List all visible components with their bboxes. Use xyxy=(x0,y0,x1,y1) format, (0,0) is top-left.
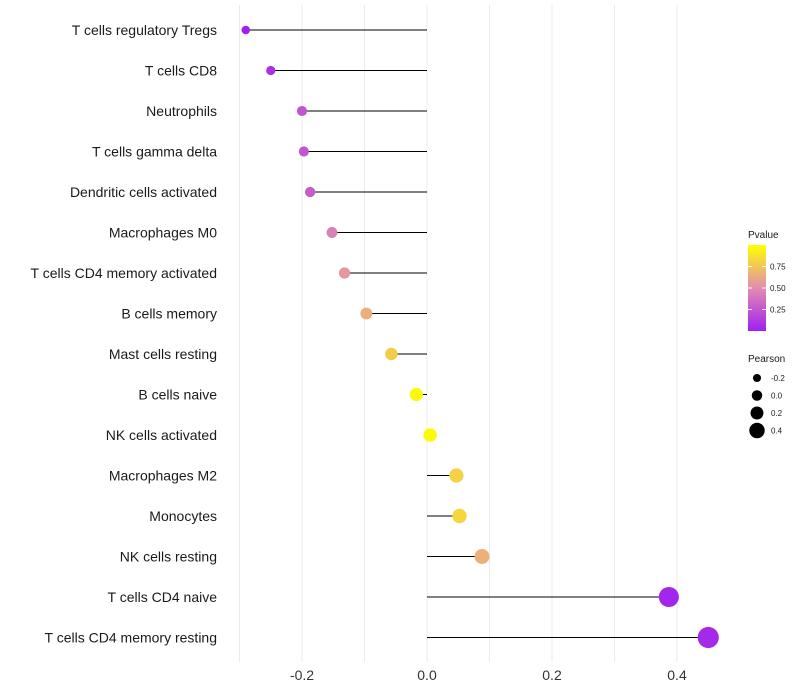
lollipop-point xyxy=(452,508,467,524)
lollipop-point xyxy=(338,267,351,279)
lollipop-point xyxy=(658,586,679,608)
lollipop-point xyxy=(385,347,398,361)
color-legend-title: Pvalue xyxy=(748,230,779,241)
color-legend-ticks: 0.25 0.50 0.75 xyxy=(748,263,786,315)
lollipop-point xyxy=(360,307,373,320)
category-labels: T cells regulatory Tregs T cells CD8 Neutr… xyxy=(31,22,218,646)
category-label: Neutrophils xyxy=(146,103,217,119)
category-label: Macrophages M2 xyxy=(109,468,217,484)
x-tick-label: 0.2 xyxy=(542,667,562,683)
lollipop-point xyxy=(409,387,423,402)
size-legend-label: 0.4 xyxy=(771,427,783,436)
color-legend-label: 0.25 xyxy=(770,306,786,315)
lollipop-point xyxy=(266,65,276,76)
legend: Pvalue 0.25 0.50 0.75 Pearson -0.2 0.0 0.2 0.… xyxy=(748,230,786,439)
size-legend-key xyxy=(751,390,763,401)
lollipop-point xyxy=(697,626,719,649)
lollipop-point xyxy=(423,428,437,442)
lollipop-point xyxy=(449,468,464,483)
size-legend-key xyxy=(752,373,762,383)
size-legend-title: Pearson xyxy=(748,354,785,365)
lollipop-point xyxy=(304,186,316,198)
category-label: T cells CD4 memory resting xyxy=(45,630,217,646)
color-legend-label: 0.50 xyxy=(770,284,786,293)
lollipop-point xyxy=(326,227,338,238)
category-label: B cells memory xyxy=(121,306,217,322)
category-label: T cells regulatory Tregs xyxy=(72,22,217,38)
size-legend-key xyxy=(749,422,765,439)
x-tick-label: 0.0 xyxy=(417,667,437,683)
lollipop-segments xyxy=(245,29,709,638)
category-label: Mast cells resting xyxy=(109,346,217,362)
category-label: T cells CD4 memory activated xyxy=(31,265,217,281)
lollipop-point xyxy=(298,146,309,157)
size-legend-keys: -0.2 0.0 0.2 0.4 xyxy=(749,373,785,439)
category-label: NK cells resting xyxy=(120,549,217,565)
x-tick-label: -0.2 xyxy=(290,667,314,683)
size-legend-label: 0.0 xyxy=(771,392,783,401)
size-legend-label: 0.2 xyxy=(771,409,783,418)
category-label: T cells gamma delta xyxy=(92,144,217,160)
category-label: Monocytes xyxy=(149,508,217,524)
lollipop-points xyxy=(241,25,719,649)
category-label: Macrophages M0 xyxy=(109,225,217,241)
category-label: B cells naive xyxy=(138,387,217,403)
color-legend-bar xyxy=(748,245,766,331)
lollipop-point xyxy=(241,25,251,35)
category-label: T cells CD8 xyxy=(145,63,217,79)
color-legend-label: 0.75 xyxy=(770,263,786,272)
size-legend-key xyxy=(750,406,764,420)
category-label: Dendritic cells activated xyxy=(70,184,217,200)
category-label: T cells CD4 naive xyxy=(108,589,218,605)
category-label: NK cells activated xyxy=(106,427,217,443)
lollipop-point xyxy=(474,549,490,564)
lollipop-point xyxy=(296,105,308,117)
x-axis-tick-labels: -0.2 0.0 0.2 0.4 xyxy=(290,667,687,683)
x-tick-label: 0.4 xyxy=(667,667,687,683)
size-legend-label: -0.2 xyxy=(771,374,785,383)
grid-lines xyxy=(239,5,678,662)
